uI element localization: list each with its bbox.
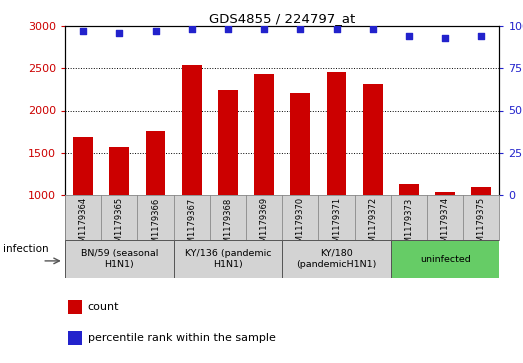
Text: GSM1179365: GSM1179365 (115, 197, 124, 253)
Bar (290, 93, 310, 280)
Bar (68, 300, 82, 314)
Text: uninfected: uninfected (420, 254, 471, 264)
Text: GSM1179372: GSM1179372 (368, 197, 377, 253)
Text: GSM1179368: GSM1179368 (223, 197, 232, 253)
Text: GSM1179370: GSM1179370 (296, 197, 305, 253)
Point (151, 28, 160, 34)
Text: GSM1179374: GSM1179374 (441, 197, 450, 253)
Point (296, 26, 304, 32)
Point (477, 33, 485, 39)
FancyBboxPatch shape (391, 240, 499, 278)
Point (441, 35, 449, 41)
Text: GSM1179373: GSM1179373 (404, 197, 414, 253)
Bar (145, 131, 165, 280)
FancyBboxPatch shape (174, 240, 282, 278)
Text: GSM1179367: GSM1179367 (187, 197, 196, 253)
Bar (363, 84, 383, 280)
Text: KY/136 (pandemic
H1N1): KY/136 (pandemic H1N1) (185, 249, 271, 269)
Text: GSM1179371: GSM1179371 (332, 197, 341, 253)
Text: GSM1179369: GSM1179369 (259, 197, 269, 253)
Point (260, 26, 268, 32)
Bar (68, 331, 82, 345)
Point (79, 28, 87, 34)
Bar (182, 65, 202, 280)
Point (405, 33, 413, 39)
Point (188, 26, 196, 32)
Text: percentile rank within the sample: percentile rank within the sample (88, 333, 276, 343)
Text: GSM1179364: GSM1179364 (78, 197, 88, 253)
Bar (435, 192, 455, 280)
Title: GDS4855 / 224797_at: GDS4855 / 224797_at (209, 12, 355, 25)
Bar (109, 147, 129, 280)
Text: infection: infection (3, 245, 49, 254)
Point (115, 30, 123, 36)
Text: count: count (88, 302, 119, 312)
Text: BN/59 (seasonal
H1N1): BN/59 (seasonal H1N1) (81, 249, 158, 269)
Point (224, 26, 232, 32)
FancyBboxPatch shape (65, 240, 174, 278)
Text: GSM1179366: GSM1179366 (151, 197, 160, 253)
Text: KY/180
(pandemicH1N1): KY/180 (pandemicH1N1) (297, 249, 377, 269)
Point (369, 26, 377, 32)
Bar (218, 90, 238, 280)
Bar (326, 72, 347, 280)
Point (332, 26, 340, 32)
Bar (73, 137, 93, 280)
Text: GSM1179375: GSM1179375 (477, 197, 486, 253)
Bar (254, 74, 274, 280)
Bar (471, 187, 491, 280)
FancyBboxPatch shape (282, 240, 391, 278)
Bar (399, 184, 419, 280)
